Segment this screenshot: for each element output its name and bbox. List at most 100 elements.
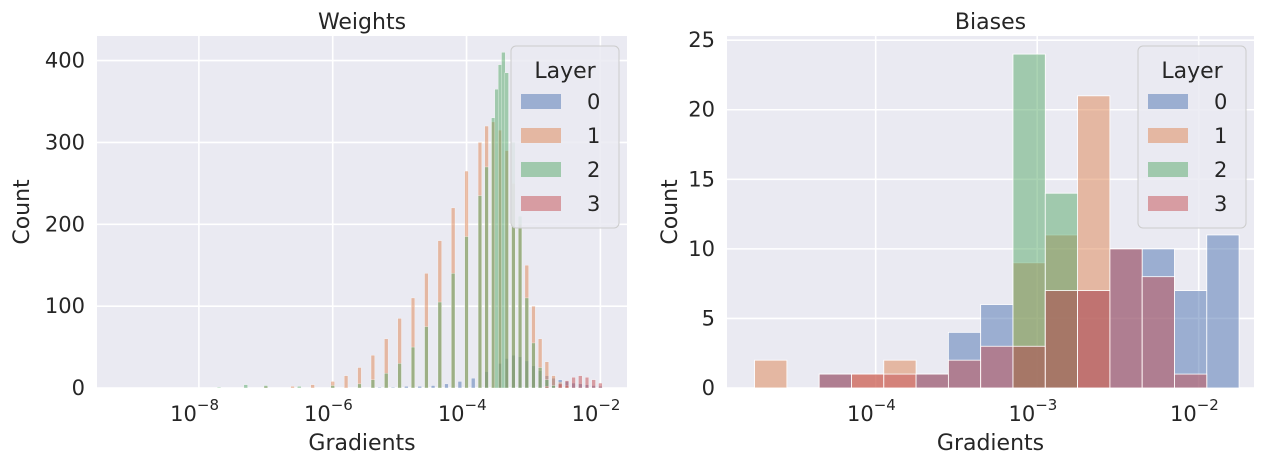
bar-series-0 <box>1174 290 1208 389</box>
bar-series-2 <box>518 215 523 389</box>
y-tick-label: 400 <box>45 49 85 73</box>
x-axis-label: Gradients <box>308 431 415 456</box>
y-tick-label: 20 <box>688 98 715 122</box>
bar-series-2 <box>551 385 556 389</box>
bar-series-2 <box>531 342 536 389</box>
bar-series-2 <box>477 195 482 389</box>
x-tick-base: 10 <box>170 402 197 426</box>
bar-series-0 <box>377 387 382 389</box>
x-tick-exponent: −6 <box>331 396 353 414</box>
bar-series-3 <box>1109 248 1143 389</box>
x-tick-exponent: −8 <box>197 396 219 414</box>
legend-label-1: 1 <box>1214 124 1227 148</box>
legend-swatch-3 <box>521 196 561 211</box>
bar-series-3 <box>564 380 569 389</box>
legend-label-0: 0 <box>1214 90 1227 114</box>
y-tick-label: 15 <box>688 167 715 191</box>
bar-series-2 <box>538 367 543 389</box>
bar-series-2 <box>451 273 456 389</box>
bar-series-3 <box>883 373 917 389</box>
bar-series-2 <box>357 383 362 389</box>
chart-title: Weights <box>318 10 406 35</box>
bar-series-2 <box>297 386 302 389</box>
legend-label-2: 2 <box>1214 158 1227 182</box>
y-axis-label: Count <box>10 179 35 245</box>
bar-series-2 <box>524 297 529 389</box>
x-tick-exponent: −3 <box>1035 396 1057 414</box>
bar-series-0 <box>1206 234 1240 389</box>
bar-series-3 <box>544 386 549 389</box>
bars <box>754 53 1240 389</box>
chart-title: Biases <box>955 10 1026 35</box>
bar-series-1 <box>310 384 315 389</box>
bar-series-0 <box>390 387 395 389</box>
legend-swatch-2 <box>1148 162 1188 177</box>
legend: Layer 0 1 2 3 <box>510 45 620 229</box>
bar-series-3 <box>1174 373 1208 389</box>
y-tick-label: 300 <box>45 130 85 154</box>
bar-series-3 <box>591 379 596 389</box>
bar-series-3 <box>571 377 576 389</box>
legend-swatch-0 <box>521 94 561 109</box>
bar-series-0 <box>457 381 462 389</box>
bar-series-2 <box>484 166 489 389</box>
legend-label-3: 3 <box>1214 192 1227 216</box>
bar-series-1 <box>754 359 788 389</box>
bar-series-3 <box>915 373 949 389</box>
bar-series-1 <box>290 386 295 389</box>
bar-series-2 <box>370 379 375 389</box>
legend-frame <box>1137 45 1247 229</box>
bar-series-2 <box>1012 53 1046 389</box>
bar-series-3 <box>851 373 885 389</box>
x-tick-label: 10 −6 <box>304 396 353 426</box>
legend: Layer 0 1 2 3 <box>1137 45 1247 229</box>
bar-series-2 <box>501 52 506 389</box>
bar-series-2 <box>263 385 268 389</box>
x-tick-label: 10 −4 <box>438 396 487 426</box>
x-tick-label: 10 −2 <box>572 396 621 426</box>
bar-series-2 <box>464 236 469 389</box>
legend-swatch-2 <box>521 162 561 177</box>
bar-series-3 <box>980 345 1014 389</box>
bar-series-3 <box>578 375 583 389</box>
bar-series-2 <box>243 384 248 389</box>
x-tick-label: 10 −4 <box>847 396 896 426</box>
x-tick-label: 10 −8 <box>170 396 219 426</box>
bar-series-1 <box>344 375 349 389</box>
x-tick-exponent: −2 <box>1197 396 1219 414</box>
bar-series-0 <box>444 383 449 389</box>
bars <box>216 52 603 389</box>
bar-series-3 <box>598 382 603 389</box>
bar-series-3 <box>1077 290 1111 389</box>
bar-series-3 <box>818 373 852 389</box>
bar-series-2 <box>498 64 502 389</box>
x-tick-base: 10 <box>304 402 331 426</box>
bar-series-2 <box>437 301 442 389</box>
bar-series-3 <box>1012 345 1046 389</box>
y-tick-label: 0 <box>72 376 85 400</box>
y-tick-label: 0 <box>702 376 715 400</box>
bar-series-2 <box>504 72 509 389</box>
y-tick-label: 5 <box>702 306 715 330</box>
y-axis-label: Count <box>658 179 683 245</box>
legend-title: Layer <box>1161 59 1223 84</box>
legend-label-0: 0 <box>587 90 600 114</box>
legend-title: Layer <box>534 59 596 84</box>
bar-series-3 <box>558 383 563 389</box>
x-tick-label: 10 −3 <box>1008 396 1057 426</box>
bar-series-2 <box>216 387 221 389</box>
legend-label-1: 1 <box>587 124 600 148</box>
y-tick-label: 100 <box>45 294 85 318</box>
bar-series-2 <box>384 373 389 389</box>
x-tick-base: 10 <box>438 402 465 426</box>
legend-label-3: 3 <box>587 192 600 216</box>
y-tick-label: 25 <box>688 28 715 52</box>
bar-series-0 <box>471 378 476 389</box>
bar-series-2 <box>330 385 335 389</box>
bar-series-2 <box>494 89 499 389</box>
bar-series-3 <box>585 377 589 389</box>
bar-series-3 <box>1044 290 1078 389</box>
